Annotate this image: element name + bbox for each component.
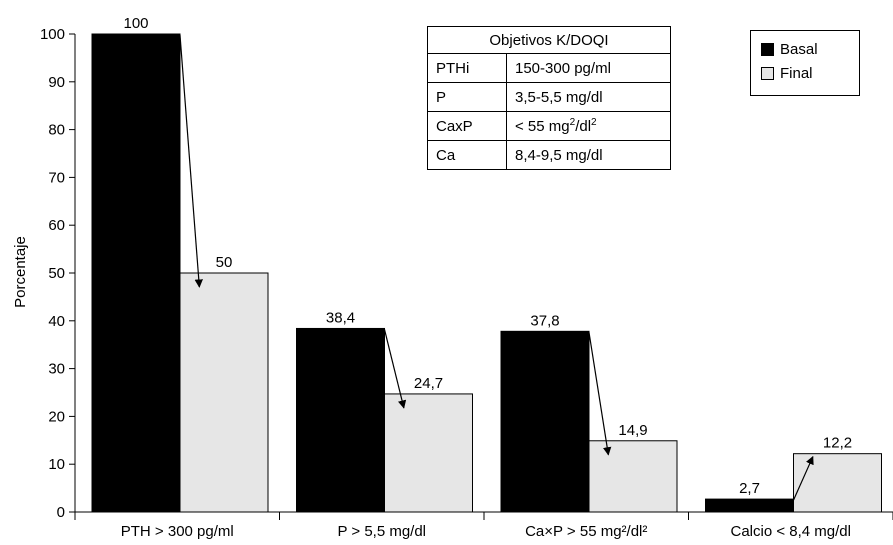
bar-basal [296,327,385,513]
y-axis-label: Porcentaje [12,236,29,308]
bar-final [384,393,473,513]
data-label: 38,4 [326,309,355,326]
data-label: 12,2 [823,435,852,452]
data-label: 37,8 [530,312,559,329]
bar-final [179,272,269,513]
y-tick-label: 30 [48,361,65,378]
y-tick-label: 90 [48,74,65,91]
y-tick-label: 0 [57,504,65,521]
change-arrows [179,34,814,501]
y-axis: 0 10 20 30 40 50 60 70 80 90 100 [40,26,76,521]
kdoqi-targets-table: Objetivos K/DOQI PTHi 150-300 pg/ml P 3,… [427,26,671,170]
y-tick-label: 100 [40,26,65,43]
x-tick-label: PTH > 300 pg/ml [121,523,234,540]
table-param: PTHi [427,53,507,83]
table-value-mid: /dl [575,117,592,135]
data-label: 50 [216,254,233,271]
change-arrow [179,34,203,288]
table-row: Ca 8,4-9,5 mg/dl [427,140,671,170]
data-label: 14,9 [618,422,647,439]
bar-final [588,440,678,513]
bar-final [793,453,882,513]
legend-item-basal: Basal [761,41,818,58]
change-arrow [383,329,407,409]
table-value: < 55 mg2/dl2 [506,111,671,141]
bar-basal [705,498,794,513]
table-value-sup: 2 [569,116,576,128]
table-value: 150-300 pg/ml [506,53,671,83]
bar-basal [91,33,181,513]
table-value-prefix: < 55 mg [515,117,570,135]
table-value: 3,5-5,5 mg/dl [506,82,671,112]
table-row: PTHi 150-300 pg/ml [427,53,671,83]
y-tick-label: 20 [48,408,65,425]
bar-basal [500,330,590,513]
legend-swatch-final [761,67,774,80]
x-axis: PTH > 300 pg/ml P > 5,5 mg/dl Ca×P > 55 mg… [74,511,893,540]
x-tick-label: P > 5,5 mg/dl [337,523,426,540]
data-label: 100 [123,15,148,32]
change-arrow [792,455,814,501]
table-value: 8,4-9,5 mg/dl [506,140,671,170]
legend: Basal Final [750,30,860,96]
x-tick-label: Ca×P > 55 mg²/dl² [525,523,647,540]
table-param: CaxP [427,111,507,141]
legend-item-final: Final [761,65,813,82]
table-title: Objetivos K/DOQI [427,26,671,54]
data-label: 2,7 [739,480,760,497]
y-tick-label: 80 [48,122,65,139]
y-tick-label: 50 [48,265,65,282]
y-tick-label: 40 [48,313,65,330]
y-tick-label: 10 [48,456,65,473]
table-row: P 3,5-5,5 mg/dl [427,82,671,112]
data-label: 24,7 [414,375,443,392]
y-tick-label: 70 [48,169,65,186]
table-value-sup: 2 [591,116,597,128]
y-tick-label: 60 [48,217,65,234]
data-labels: 100 50 38,4 24,7 37,8 14,9 2,7 12,2 [123,15,852,497]
table-row: CaxP < 55 mg2/dl2 [427,111,671,141]
table-param: P [427,82,507,112]
table-param: Ca [427,140,507,170]
change-arrow [588,332,612,456]
legend-swatch-basal [761,43,774,56]
legend-label: Basal [780,41,818,58]
bars [91,33,882,513]
x-tick-label: Calcio < 8,4 mg/dl [731,523,851,540]
legend-label: Final [780,65,813,82]
